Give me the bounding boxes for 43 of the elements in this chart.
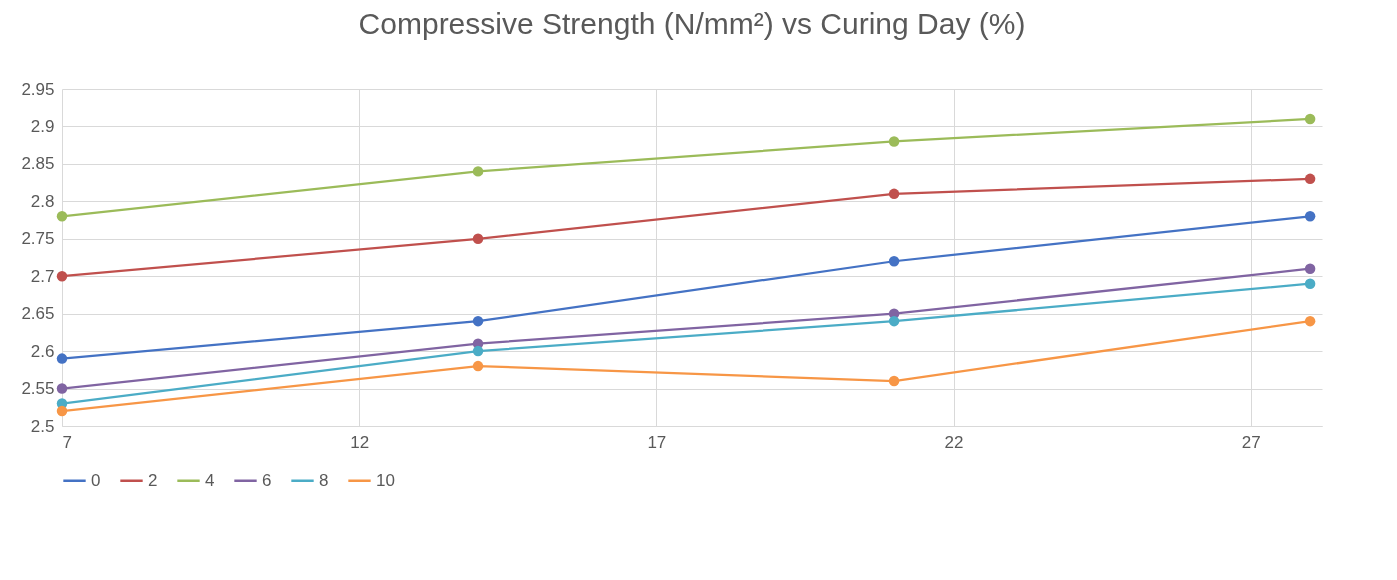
point [56,383,68,394]
legend-label: 10 [376,470,395,490]
legend-label: 2 [148,470,158,490]
y-tick-label: 2.85 [21,154,55,174]
point [56,405,68,417]
point [472,315,484,327]
y-tick-label: 2.8 [30,191,55,211]
y-tick-label: 2.75 [21,229,55,249]
point [1304,113,1316,125]
x-tick-label: 7 [62,432,72,452]
point [1304,315,1316,327]
y-tick-label: 2.5 [30,416,55,436]
y-tick-label: 2.7 [30,266,55,286]
x-tick-label: 27 [1241,432,1261,452]
point [1304,278,1316,289]
legend-label: 0 [91,470,101,490]
chart-title: Compressive Strength (N/mm²) vs Curing Day (%) [358,7,1026,40]
y-tick-label: 2.95 [21,79,55,99]
point [56,211,68,222]
x-tick-label: 12 [350,432,370,452]
point [888,315,900,327]
y-tick-label: 2.65 [21,304,55,324]
point [1304,211,1316,222]
x-tick-label: 22 [944,432,964,452]
legend-label: 4 [205,470,215,490]
point [1304,263,1316,274]
point [472,166,484,177]
point [56,270,68,282]
y-tick-label: 2.9 [30,116,55,136]
point [472,345,484,357]
legend-label: 6 [262,470,272,490]
point [888,375,900,387]
legend-label: 8 [319,470,329,490]
point [472,233,484,245]
y-tick-label: 2.6 [30,341,55,361]
point [472,360,484,372]
point [1304,173,1316,185]
point [56,353,68,364]
x-tick-label: 17 [647,432,667,452]
y-tick-label: 2.55 [21,379,55,399]
point [888,256,900,267]
point [888,136,900,147]
point [888,188,900,200]
